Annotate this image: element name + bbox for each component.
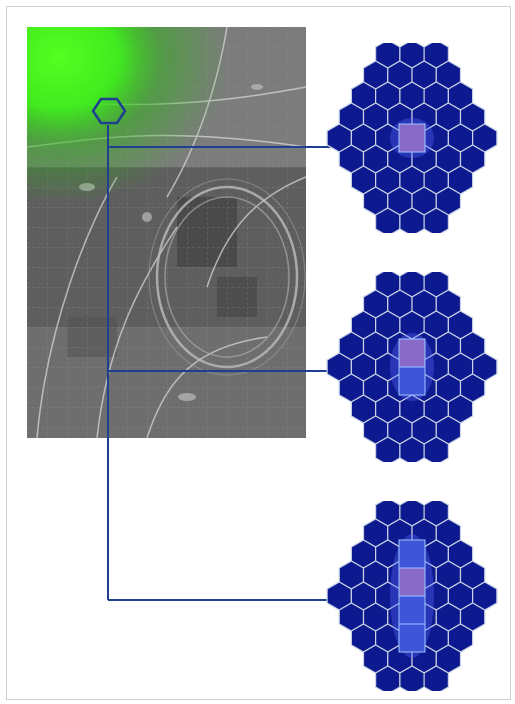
hex-element [423,436,449,462]
illuminated-element [398,595,426,625]
illuminated-element [398,567,426,597]
figure-frame [6,6,511,700]
hex-array-top [326,43,498,233]
micrograph-image [27,27,306,438]
hex-element [423,207,449,233]
illuminated-element [398,338,426,368]
hex-element [423,665,449,691]
hex-array-bottom [326,501,498,691]
hex-array-middle [326,272,498,462]
illuminated-element [398,123,426,153]
illuminated-element [398,539,426,569]
illuminated-element [398,623,426,653]
illuminated-element [398,366,426,396]
